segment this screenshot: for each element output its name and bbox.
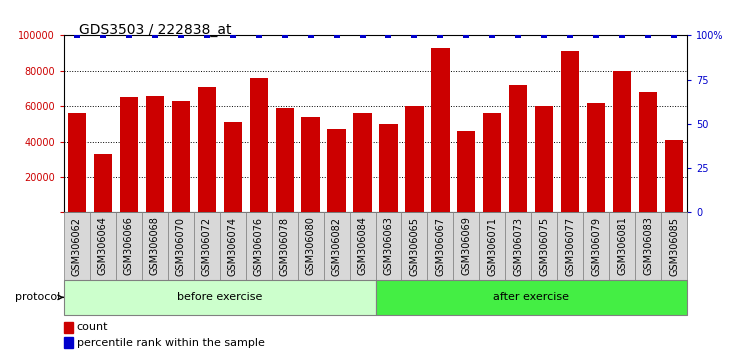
Bar <box>431 48 450 212</box>
Text: GSM306073: GSM306073 <box>514 217 523 275</box>
Bar <box>457 131 475 212</box>
Text: GSM306072: GSM306072 <box>202 216 212 276</box>
Text: protocol: protocol <box>15 292 60 302</box>
Bar <box>509 85 527 212</box>
Bar <box>249 78 267 212</box>
Bar <box>146 96 164 212</box>
Text: GSM306069: GSM306069 <box>461 217 472 275</box>
Bar <box>639 92 657 212</box>
Text: count: count <box>77 322 108 332</box>
Text: GSM306076: GSM306076 <box>254 217 264 275</box>
Bar <box>379 124 397 212</box>
Text: GSM306077: GSM306077 <box>566 216 575 276</box>
Text: GSM306084: GSM306084 <box>357 217 367 275</box>
Bar <box>665 140 683 212</box>
Text: GSM306063: GSM306063 <box>384 217 394 275</box>
Text: GSM306082: GSM306082 <box>331 217 342 275</box>
Text: GDS3503 / 222838_at: GDS3503 / 222838_at <box>79 23 231 37</box>
Text: GSM306071: GSM306071 <box>487 217 497 275</box>
Text: GSM306065: GSM306065 <box>409 217 420 275</box>
Bar <box>327 129 345 212</box>
Text: GSM306067: GSM306067 <box>436 217 445 275</box>
Bar <box>406 106 424 212</box>
Text: GSM306083: GSM306083 <box>643 217 653 275</box>
Bar <box>484 113 502 212</box>
Text: GSM306064: GSM306064 <box>98 217 108 275</box>
Text: GSM306075: GSM306075 <box>539 216 549 276</box>
Text: GSM306074: GSM306074 <box>228 217 237 275</box>
Bar <box>276 108 294 212</box>
Bar <box>535 106 553 212</box>
Text: percentile rank within the sample: percentile rank within the sample <box>77 338 264 348</box>
Text: GSM306070: GSM306070 <box>176 217 185 275</box>
Text: GSM306068: GSM306068 <box>149 217 160 275</box>
Text: GSM306066: GSM306066 <box>124 217 134 275</box>
Text: after exercise: after exercise <box>493 292 569 302</box>
Text: before exercise: before exercise <box>177 292 262 302</box>
Bar <box>172 101 190 212</box>
Bar <box>613 71 632 212</box>
Bar <box>68 113 86 212</box>
Bar <box>119 97 138 212</box>
Text: GSM306085: GSM306085 <box>669 217 679 275</box>
Text: GSM306062: GSM306062 <box>72 217 82 275</box>
Text: GSM306078: GSM306078 <box>279 217 290 275</box>
Bar <box>301 117 320 212</box>
Bar <box>224 122 242 212</box>
Text: GSM306079: GSM306079 <box>591 217 602 275</box>
Bar <box>587 103 605 212</box>
Bar <box>561 51 579 212</box>
Bar <box>94 154 112 212</box>
Text: GSM306080: GSM306080 <box>306 217 315 275</box>
Bar <box>354 113 372 212</box>
Text: GSM306081: GSM306081 <box>617 217 627 275</box>
Bar <box>198 87 216 212</box>
